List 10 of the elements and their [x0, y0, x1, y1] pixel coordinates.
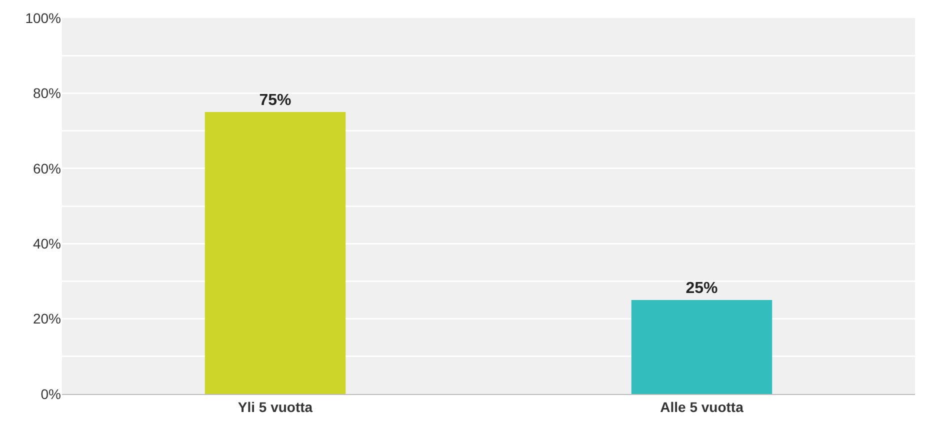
- y-tick-label: 0%: [40, 386, 61, 402]
- y-tick-label: 100%: [25, 10, 61, 26]
- y-tick-label: 80%: [32, 85, 61, 102]
- y-tick-label: 20%: [32, 310, 61, 327]
- x-tick-label: Alle 5 vuotta: [660, 398, 744, 415]
- data-label: 75%: [259, 92, 292, 109]
- y-tick-label: 60%: [32, 160, 61, 176]
- data-label: 25%: [686, 280, 718, 297]
- x-tick-label: Yli 5 vuotta: [238, 398, 313, 415]
- y-tick-label: 40%: [32, 236, 61, 252]
